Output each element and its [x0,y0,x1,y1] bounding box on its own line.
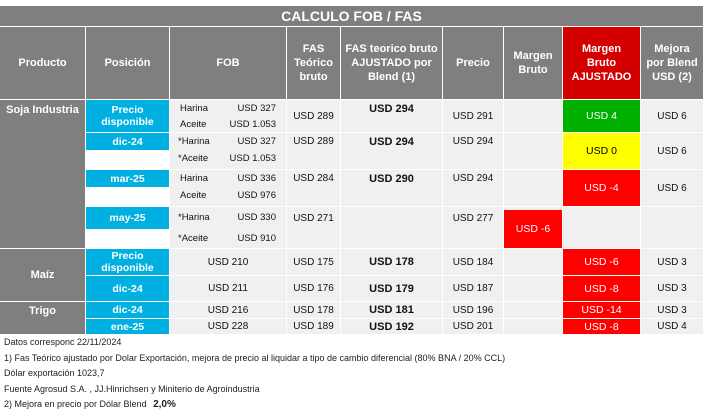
mejora-value: USD 3 [657,304,687,316]
note-mejora-value: 2,0% [153,399,176,410]
column-divider [640,100,641,334]
margen-bruto-value: USD -6 [504,210,562,248]
fas-value: USD 178 [293,304,334,316]
precio-value: USD 201 [452,321,494,332]
fob-value: USD 228 [207,321,249,332]
margen-ajustado-value: USD -8 [563,276,640,301]
fob-harina-label: *Harina [178,136,210,147]
fob-harina-value: USD 336 [237,173,276,184]
note-dolar-exportacion: Dólar exportación 1023,7 [4,368,105,378]
precio-value: USD 291 [452,110,494,122]
margen-ajustado-value: USD 0 [563,133,640,169]
header-margen-bruto: Margen Bruto [504,27,562,99]
column-divider [340,100,341,334]
precio-value: USD 294 [452,136,494,147]
position-cell: ene-25 [86,319,169,334]
fob-value: USD 216 [207,304,249,316]
mejora-value: USD 6 [657,110,687,122]
position-cell: dic-24 [86,302,169,318]
note-fas-ajustado: 1) Fas Teórico ajustado por Dolar Export… [4,353,506,363]
fob-harina-label: *Harina [178,212,210,223]
fob-aceite-label: *Aceite [178,153,209,164]
page-title: CALCULO FOB / FAS [0,6,703,26]
fob-aceite-value: USD 910 [237,233,276,244]
column-divider [503,100,504,334]
header-margen-ajustado: Margen Bruto AJUSTADO [563,27,640,99]
precio-value: USD 277 [452,212,494,224]
mejora-value: USD 4 [657,321,687,332]
fob-harina-label: Harina [180,103,208,114]
fas-value: USD 176 [293,283,334,294]
fob-aceite-label: Aceite [180,119,207,130]
fob-aceite-value: USD 976 [237,190,276,201]
margen-ajustado-value: USD -4 [563,170,640,206]
fob-aceite-value: USD 1.053 [229,119,276,130]
header-producto: Producto [0,27,85,99]
column-divider [562,100,563,334]
precio-value: USD 187 [452,283,494,294]
fas-ajustado-value: USD 294 [369,102,414,115]
fas-value: USD 175 [293,256,334,268]
fas-value: USD 189 [293,321,334,332]
header-fas-teorico: FAS Teórico bruto [287,27,340,99]
precio-value: USD 294 [452,173,494,184]
position-cell: Precio disponible [86,100,169,132]
mejora-value: USD 6 [657,182,687,194]
mejora-value: USD 3 [657,256,687,268]
mejora-value: USD 3 [657,283,687,294]
header-posicion: Posición [86,27,169,99]
margen-ajustado-value: USD 4 [563,100,640,132]
product-maiz: Maíz [0,249,85,301]
note-date: Datos corresponc 22/11/2024 [4,337,122,347]
margen-ajustado-value: USD -14 [563,302,640,318]
fob-harina-value: USD 327 [237,136,276,147]
fas-value: USD 271 [293,212,334,224]
header-precio: Precio [443,27,503,99]
fas-ajustado-value: USD 290 [369,172,414,185]
fob-value: USD 211 [208,283,248,294]
product-trigo: Trigo [0,302,85,334]
note-mejora-label: 2) Mejora en precio por Dólar Blend [4,399,147,409]
fob-harina-value: USD 330 [237,212,276,223]
precio-value: USD 196 [452,304,494,316]
position-cell: may-25 [86,207,169,229]
fob-harina-value: USD 327 [237,103,276,114]
header-mejora: Mejora por Blend USD (2) [641,27,703,99]
margen-ajustado-value: USD -8 [563,319,640,334]
fas-ajustado-value: USD 181 [369,304,414,316]
fas-ajustado-value: USD 178 [369,256,414,268]
fob-aceite-label: *Aceite [178,233,209,244]
header-fas-ajustado: FAS teorico bruto AJUSTADO por Blend (1) [341,27,442,99]
row-bg [170,207,703,248]
fob-aceite-value: USD 1.053 [229,153,276,164]
position-cell: dic-24 [86,133,169,150]
fob-value: USD 210 [207,256,249,268]
fas-value: USD 289 [293,110,334,122]
fas-ajustado-value: USD 294 [369,135,414,148]
note-fuente: Fuente Agrosud S.A. , JJ.Hinrichsen y Mi… [4,384,260,394]
note-mejora-blend: 2) Mejora en precio por Dólar Blend 2,0% [4,399,176,410]
product-soja: Soja Industria [0,100,85,248]
fas-value: USD 289 [293,136,334,147]
fas-ajustado-value: USD 179 [369,282,414,295]
header-fob: FOB [170,27,286,99]
fob-harina-label: Harina [180,173,208,184]
fob-aceite-label: Aceite [180,190,207,201]
column-divider [442,100,443,334]
precio-value: USD 184 [452,256,494,268]
position-cell: mar-25 [86,170,169,187]
mejora-value: USD 6 [657,145,687,157]
column-divider [286,100,287,334]
fas-value: USD 284 [293,173,334,184]
fas-ajustado-value: USD 192 [369,320,414,333]
margen-ajustado-value: USD -6 [563,249,640,275]
position-cell: Precio disponible [86,249,169,275]
position-cell: dic-24 [86,276,169,301]
